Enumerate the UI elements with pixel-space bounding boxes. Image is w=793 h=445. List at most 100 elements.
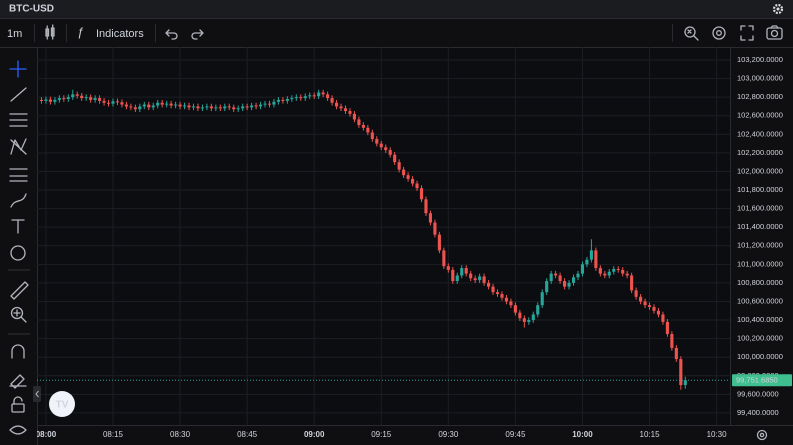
candle-body — [214, 107, 218, 109]
x-tick-label: 09:30 — [438, 430, 459, 439]
candle-body — [433, 222, 437, 235]
pattern-tool[interactable] — [10, 138, 27, 155]
fullscreen-button[interactable] — [740, 25, 754, 41]
projection-tool[interactable] — [9, 168, 28, 182]
magnet-tool[interactable] — [11, 344, 25, 359]
candle-body — [554, 273, 558, 276]
stay-drawing-tool[interactable] — [9, 374, 27, 389]
fib-tool[interactable] — [9, 113, 28, 127]
alert-button[interactable] — [684, 26, 699, 41]
x-tick-label: 09:15 — [371, 430, 392, 439]
axis-settings-button[interactable] — [756, 429, 768, 441]
candle-body — [178, 104, 182, 107]
candle-body — [419, 188, 424, 200]
candle-body — [639, 296, 643, 302]
candle-body — [227, 106, 231, 108]
candle-body — [156, 102, 160, 106]
candle-body — [312, 95, 316, 97]
candle-body — [495, 292, 500, 295]
emoji-tool[interactable] — [10, 245, 26, 261]
logo: TV — [49, 391, 75, 417]
x-tick-label: 10:15 — [640, 430, 661, 439]
y-tick-label: 101,600.0000 — [737, 204, 783, 213]
y-tick-label: 102,800.0000 — [737, 92, 783, 101]
logo-mark: TV — [56, 400, 69, 411]
candle-body — [674, 347, 678, 360]
redo-button[interactable] — [191, 29, 204, 40]
x-tick-label: 09:00 — [304, 430, 325, 439]
y-tick-label: 100,800.0000 — [737, 278, 783, 287]
candle-body — [580, 264, 585, 274]
candle-body — [290, 98, 294, 100]
screenshot-button[interactable] — [766, 25, 783, 40]
candle-body — [567, 282, 571, 287]
candle-body — [263, 103, 267, 105]
candle-body — [410, 178, 415, 184]
candle-body — [545, 281, 549, 293]
settings-button[interactable] — [772, 3, 784, 15]
candle-body — [455, 275, 459, 282]
toolbar — [0, 18, 793, 47]
chart-type-button[interactable] — [45, 24, 55, 40]
candle-body — [652, 307, 656, 311]
y-tick-label: 101,400.0000 — [737, 222, 783, 231]
candle-body — [527, 320, 531, 322]
candle-body — [563, 281, 567, 287]
candle-body — [549, 273, 553, 282]
brush-tool[interactable] — [10, 193, 27, 208]
candle-body — [62, 98, 66, 100]
candle-body — [232, 107, 236, 110]
candle-body — [589, 250, 593, 260]
symbol-title: BTC-USD — [9, 4, 54, 15]
candle-body — [191, 106, 196, 108]
candle-body — [200, 107, 204, 109]
candle-body — [317, 92, 321, 97]
candle-body — [473, 278, 477, 281]
candle-body — [612, 268, 616, 272]
candle-body — [142, 104, 146, 107]
zoom-tool[interactable] — [10, 306, 27, 323]
candle-body — [339, 106, 343, 109]
settings-toolbar-button[interactable] — [712, 26, 726, 40]
candle-body — [241, 106, 245, 109]
candle-body — [98, 98, 102, 101]
candle-body — [670, 333, 674, 348]
candle-body — [513, 305, 517, 313]
title-bar — [0, 0, 793, 18]
candle-body — [321, 92, 325, 95]
candle-body — [267, 103, 272, 105]
candle-body — [299, 97, 303, 99]
indicators-button[interactable]: ƒ Indicators — [77, 25, 144, 40]
candle-body — [446, 266, 450, 270]
undo-button[interactable] — [165, 29, 178, 40]
candle-body — [66, 97, 70, 100]
candle-body — [621, 269, 625, 274]
candle-body — [124, 104, 128, 107]
candle-body — [594, 250, 598, 269]
candle-body — [428, 213, 433, 223]
candle-body — [598, 268, 602, 274]
candle-body — [397, 162, 401, 170]
candle-body — [518, 312, 522, 319]
indicators-label[interactable]: Indicators — [96, 28, 144, 40]
price-axis[interactable] — [730, 48, 793, 425]
text-tool[interactable] — [11, 219, 25, 234]
ruler-tool[interactable] — [10, 281, 29, 300]
crosshair-tool[interactable] — [9, 60, 27, 78]
candle-body — [326, 94, 330, 99]
interval-button[interactable]: 1m — [7, 28, 22, 40]
candle-body — [634, 290, 638, 297]
candle-body — [656, 310, 661, 315]
y-tick-label: 103,200.0000 — [737, 55, 783, 64]
collapse-button[interactable] — [33, 386, 41, 402]
hide-tool[interactable] — [9, 425, 27, 435]
lock-tool[interactable] — [11, 396, 25, 413]
candle-body — [607, 271, 611, 276]
candle-body — [665, 321, 669, 334]
candle-body — [384, 147, 388, 151]
trend-line-tool[interactable] — [10, 87, 27, 102]
candle-body — [464, 268, 468, 274]
candle-body — [482, 276, 486, 283]
